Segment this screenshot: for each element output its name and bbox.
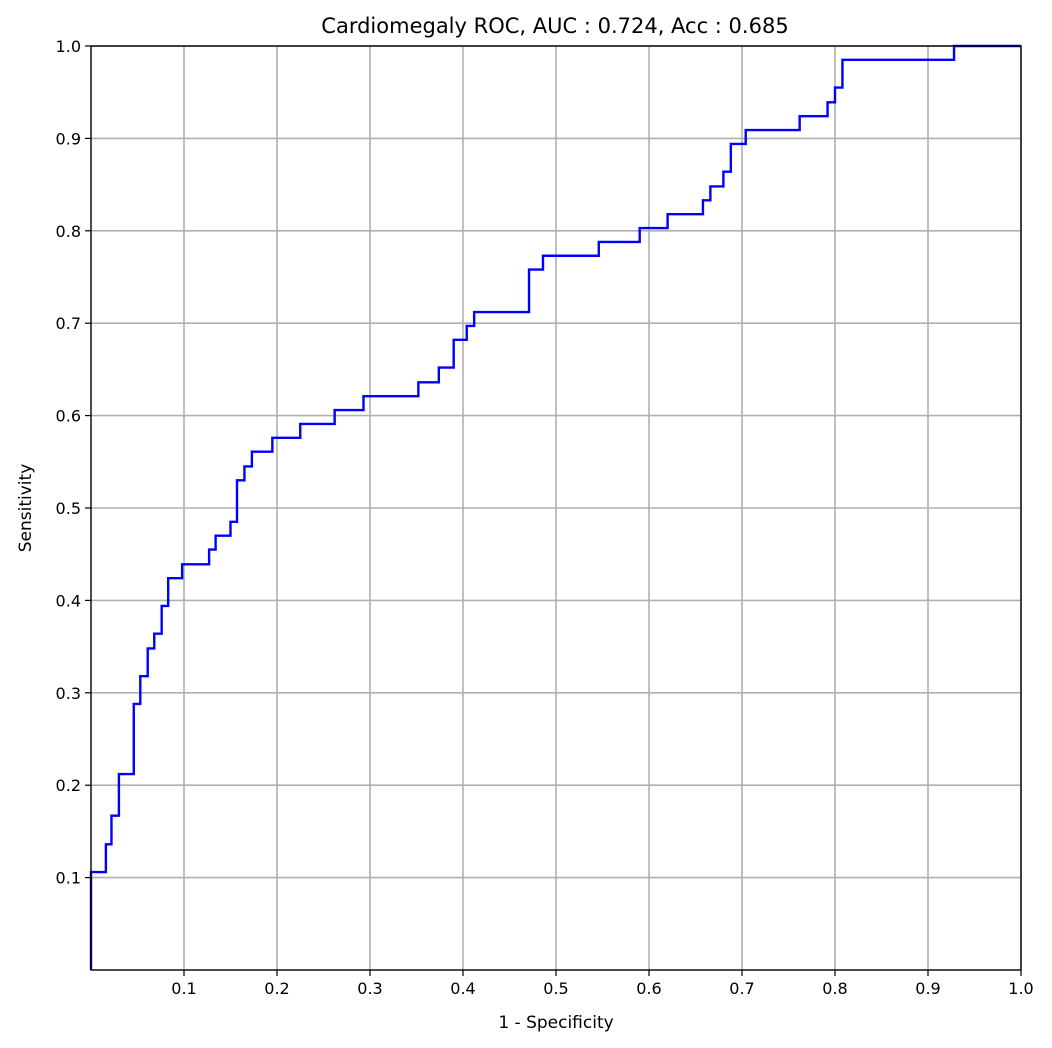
x-tick-label: 0.5 bbox=[543, 979, 568, 998]
x-tick-label: 0.3 bbox=[357, 979, 382, 998]
y-tick-label: 0.4 bbox=[56, 591, 81, 610]
roc-curve-line bbox=[89, 44, 1021, 970]
y-tick-label: 0.9 bbox=[56, 129, 81, 148]
x-axis-label: 1 - Specificity bbox=[498, 1013, 613, 1033]
y-axis-label: Sensitivity bbox=[16, 464, 36, 553]
y-tick-label: 0.1 bbox=[56, 869, 81, 888]
x-tick-label: 0.2 bbox=[264, 979, 289, 998]
y-tick-label: 0.2 bbox=[56, 776, 81, 795]
y-tick-label: 0.7 bbox=[56, 314, 81, 333]
x-tick-label: 0.4 bbox=[450, 979, 475, 998]
y-tick-label: 1.0 bbox=[56, 37, 81, 56]
y-tick-label: 0.8 bbox=[56, 222, 81, 241]
x-tick-label: 0.7 bbox=[729, 979, 754, 998]
x-tick-label: 0.1 bbox=[171, 979, 196, 998]
roc-series bbox=[89, 44, 1021, 970]
x-tick-label: 0.9 bbox=[915, 979, 940, 998]
chart-title: Cardiomegaly ROC, AUC : 0.724, Acc : 0.6… bbox=[321, 14, 788, 38]
x-tick-label: 0.8 bbox=[822, 979, 847, 998]
grid-lines bbox=[91, 45, 1022, 970]
x-tick-label: 1.0 bbox=[1008, 979, 1033, 998]
y-tick-label: 0.5 bbox=[56, 499, 81, 518]
x-tick-label: 0.6 bbox=[636, 979, 661, 998]
y-tick-label: 0.3 bbox=[56, 684, 81, 703]
axis-ticks: 0.1 0.2 0.3 0.4 0.5 0.6 0.7 0.8 0.9 1.0 0.1 0.2 0.3 0… bbox=[56, 37, 1034, 998]
y-tick-label: 0.6 bbox=[56, 407, 81, 426]
